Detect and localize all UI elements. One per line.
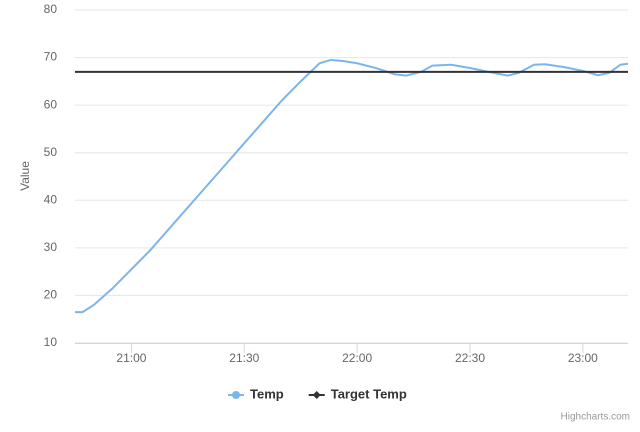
legend-label[interactable]: Target Temp [331, 386, 407, 401]
y-tick-label: 40 [44, 192, 58, 206]
y-tick-label: 30 [44, 240, 58, 254]
legend-marker [312, 391, 321, 399]
x-tick-label: 21:30 [229, 351, 259, 365]
y-tick-label: 50 [44, 145, 58, 159]
credit: Highcharts.com [561, 412, 630, 423]
legend-label[interactable]: Temp [250, 386, 284, 401]
x-tick-label: 22:00 [342, 351, 372, 365]
y-tick-label: 70 [44, 50, 58, 64]
y-tick-label: 80 [44, 2, 58, 16]
y-tick-label: 20 [44, 288, 58, 302]
legend-marker [232, 391, 240, 399]
line [75, 58, 629, 314]
y-tick-label: 60 [44, 97, 58, 111]
y-axis-title: Value [18, 161, 32, 191]
y-tick-label: 10 [44, 335, 58, 349]
x-tick-label: 21:00 [116, 351, 146, 365]
x-tick-label: 23:00 [568, 351, 598, 365]
x-tick-label: 22:30 [455, 351, 485, 365]
